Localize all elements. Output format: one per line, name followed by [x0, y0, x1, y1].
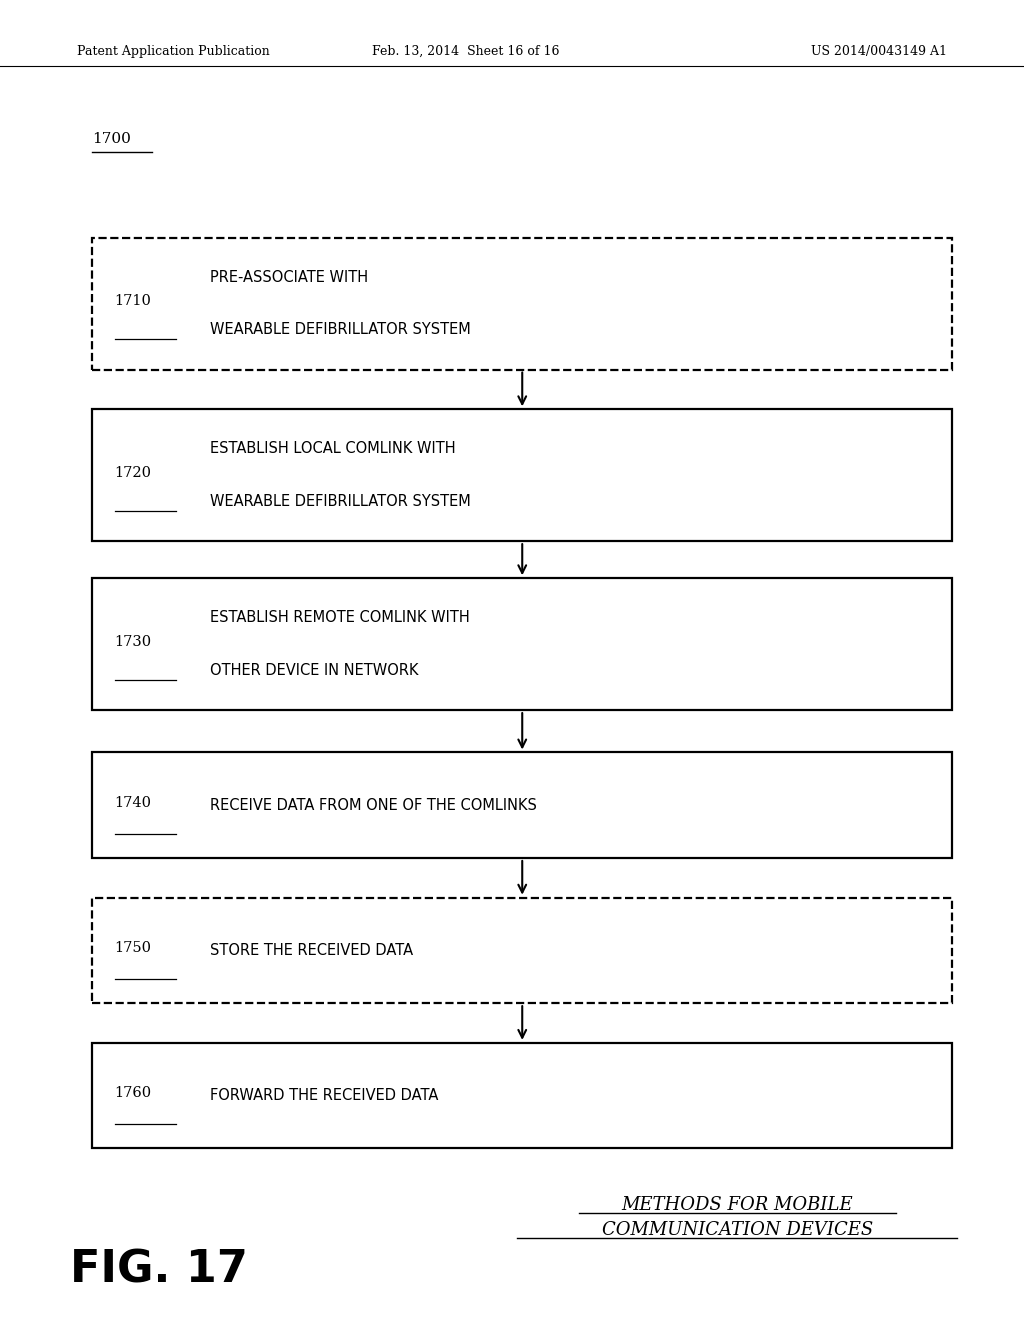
FancyBboxPatch shape	[92, 898, 952, 1003]
Text: WEARABLE DEFIBRILLATOR SYSTEM: WEARABLE DEFIBRILLATOR SYSTEM	[210, 494, 471, 510]
FancyBboxPatch shape	[92, 409, 952, 541]
Text: 1760: 1760	[115, 1086, 152, 1100]
Text: PRE-ASSOCIATE WITH: PRE-ASSOCIATE WITH	[210, 269, 368, 285]
Text: ESTABLISH LOCAL COMLINK WITH: ESTABLISH LOCAL COMLINK WITH	[210, 441, 456, 457]
Text: FIG. 17: FIG. 17	[70, 1249, 248, 1291]
Text: OTHER DEVICE IN NETWORK: OTHER DEVICE IN NETWORK	[210, 663, 419, 678]
Text: 1750: 1750	[115, 941, 152, 954]
Text: US 2014/0043149 A1: US 2014/0043149 A1	[811, 45, 947, 58]
FancyBboxPatch shape	[92, 1043, 952, 1148]
Text: STORE THE RECEIVED DATA: STORE THE RECEIVED DATA	[210, 942, 413, 958]
FancyBboxPatch shape	[92, 578, 952, 710]
Text: ESTABLISH REMOTE COMLINK WITH: ESTABLISH REMOTE COMLINK WITH	[210, 610, 470, 626]
Text: COMMUNICATION DEVICES: COMMUNICATION DEVICES	[602, 1221, 872, 1239]
Text: RECEIVE DATA FROM ONE OF THE COMLINKS: RECEIVE DATA FROM ONE OF THE COMLINKS	[210, 797, 537, 813]
Text: 1720: 1720	[115, 466, 152, 479]
FancyBboxPatch shape	[92, 238, 952, 370]
Text: 1730: 1730	[115, 635, 152, 648]
Text: Patent Application Publication: Patent Application Publication	[77, 45, 269, 58]
FancyBboxPatch shape	[92, 752, 952, 858]
Text: 1740: 1740	[115, 796, 152, 809]
Text: METHODS FOR MOBILE: METHODS FOR MOBILE	[622, 1196, 853, 1214]
Text: 1700: 1700	[92, 132, 131, 145]
Text: 1710: 1710	[115, 294, 152, 308]
Text: Feb. 13, 2014  Sheet 16 of 16: Feb. 13, 2014 Sheet 16 of 16	[372, 45, 560, 58]
Text: WEARABLE DEFIBRILLATOR SYSTEM: WEARABLE DEFIBRILLATOR SYSTEM	[210, 322, 471, 338]
Text: FORWARD THE RECEIVED DATA: FORWARD THE RECEIVED DATA	[210, 1088, 438, 1104]
